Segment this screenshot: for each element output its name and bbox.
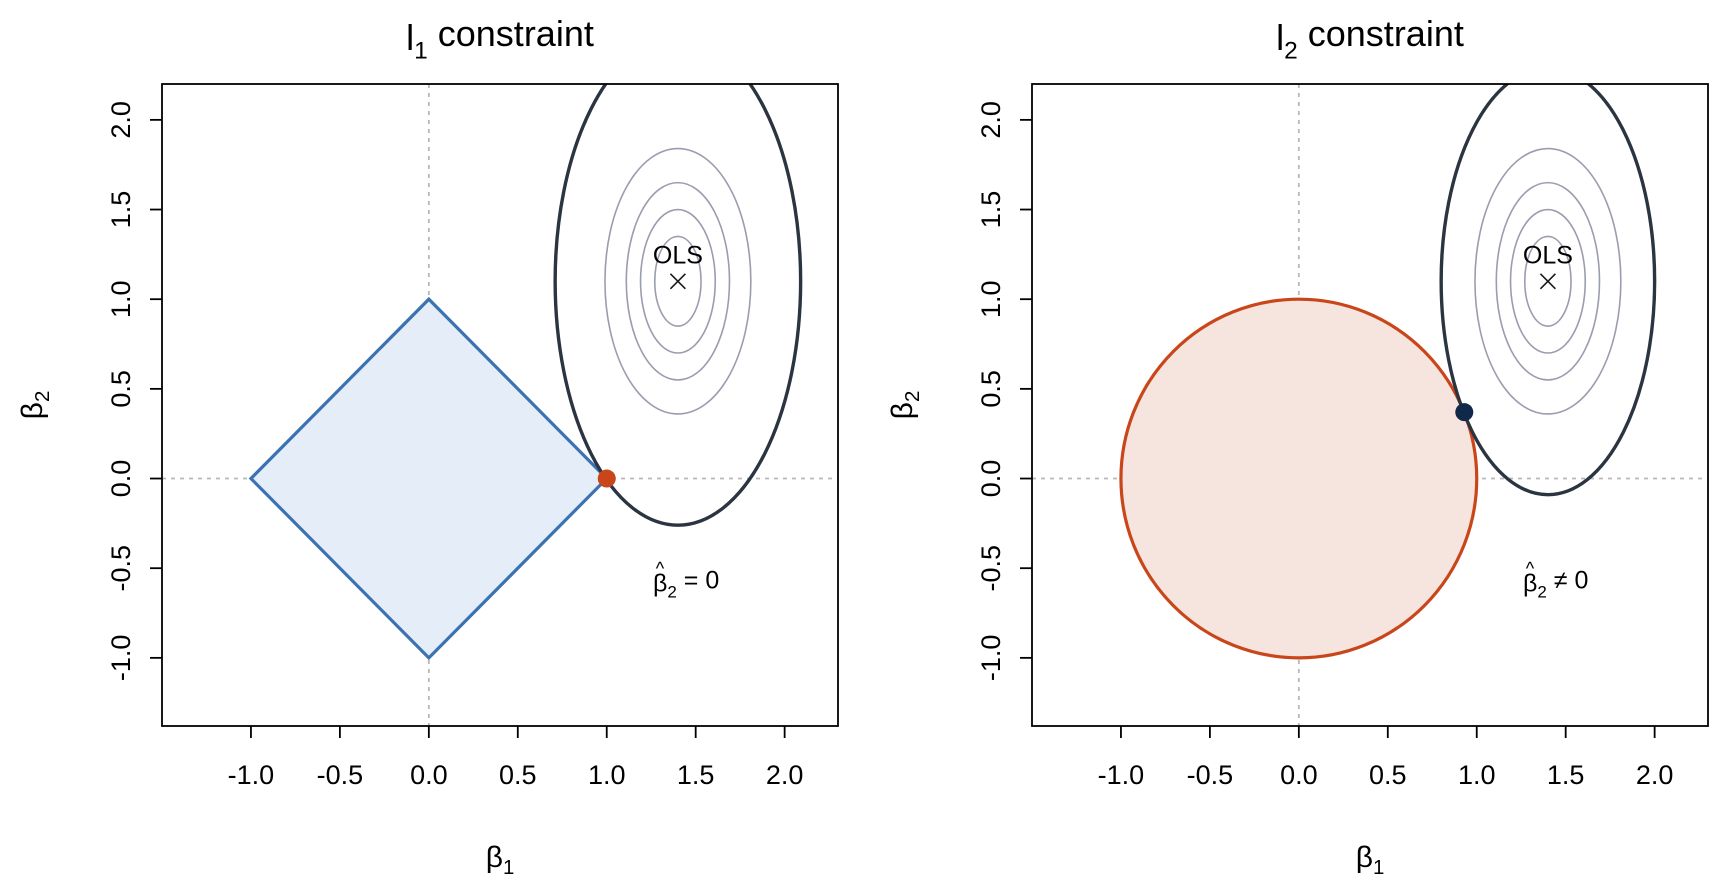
l1-x-tick-label: 0.0 <box>410 760 448 790</box>
l2-ols-label: OLS <box>1523 241 1573 269</box>
l2-annotation: β2 ≠ 0 <box>1523 567 1588 602</box>
l1-contour-3 <box>625 181 731 381</box>
l1-x-tick-label: 1.0 <box>588 760 626 790</box>
l2-y-tick-label: 1.0 <box>976 280 1006 318</box>
l2-x-tick-label: 0.0 <box>1280 760 1318 790</box>
l2-ols-marker <box>1539 273 1556 290</box>
l2-contour-1 <box>1523 235 1572 327</box>
l2-solution-point <box>1455 403 1474 422</box>
l1-contour-1 <box>653 235 702 327</box>
l2-x-tick-label: 1.5 <box>1547 760 1585 790</box>
l1-annotation: β2 = 0 <box>653 567 719 602</box>
l1-x-tick-label: 0.5 <box>499 760 537 790</box>
l2-plot-area <box>1032 84 1708 726</box>
l2-y-tick-label: 0.5 <box>976 370 1006 408</box>
l1-contour-2 <box>639 208 717 354</box>
l2-annotation-hat: ^ <box>1526 559 1535 579</box>
l1-y-tick-label: 2.0 <box>106 101 136 139</box>
l2-chart-title: l2 constraint <box>1276 13 1464 65</box>
l1-y-tick-label: 1.5 <box>106 191 136 229</box>
l2-contour-3 <box>1495 181 1601 381</box>
l2-constraint-circle <box>1119 297 1479 660</box>
l2-x-tick-label: 2.0 <box>1636 760 1674 790</box>
l1-x-tick-label: -1.0 <box>228 760 275 790</box>
l1-outer-contour <box>553 84 803 527</box>
l1-ols-marker <box>669 273 686 290</box>
l1-y-tick-label: -1.0 <box>106 635 136 682</box>
l2-x-tick-label: -0.5 <box>1187 760 1234 790</box>
l2-y-axis-label: β2 <box>886 391 924 420</box>
l1-x-tick-label: -0.5 <box>317 760 364 790</box>
l1-solution-point <box>597 469 616 488</box>
l1-annotation-hat: ^ <box>656 559 665 579</box>
l1-chart-title: l1 constraint <box>406 13 594 65</box>
l1-constraint-diamond <box>248 296 609 661</box>
l1-y-tick-label: 1.0 <box>106 280 136 318</box>
l2-x-axis-label: β1 <box>1356 841 1385 879</box>
l1-plot-frame <box>161 83 839 727</box>
l2-x-tick-label: 1.0 <box>1458 760 1496 790</box>
l2-contour-4 <box>1474 147 1622 415</box>
l1-x-axis-label: β1 <box>486 841 515 879</box>
l2-y-tick-label: -0.5 <box>976 545 1006 592</box>
l2-y-tick-label: -1.0 <box>976 635 1006 682</box>
l1-plot-area <box>162 84 838 726</box>
l1-ols-label: OLS <box>653 241 703 269</box>
l1-y-tick-label: 0.0 <box>106 460 136 498</box>
l1-y-tick-label: -0.5 <box>106 545 136 592</box>
l2-plot-frame <box>1031 83 1709 727</box>
l1-y-axis-label: β2 <box>16 391 54 420</box>
l1-contour-4 <box>604 147 752 415</box>
l1-y-tick-label: 0.5 <box>106 370 136 408</box>
l2-y-tick-label: 1.5 <box>976 191 1006 229</box>
l2-outer-contour <box>1439 84 1657 497</box>
l1-constraint-panel: OLS β2 = 0^ -1.0 -0.5 0.0 0.5 1.0 1.5 2.0 -1.0 -0.… <box>16 13 839 879</box>
l1-x-tick-label: 2.0 <box>766 760 804 790</box>
l2-y-tick-label: 2.0 <box>976 101 1006 139</box>
l2-x-tick-label: 0.5 <box>1369 760 1407 790</box>
l2-x-tick-label: -1.0 <box>1098 760 1145 790</box>
l1-x-tick-label: 1.5 <box>677 760 715 790</box>
l2-contour-2 <box>1509 208 1587 354</box>
l2-y-tick-label: 0.0 <box>976 460 1006 498</box>
l2-constraint-panel: OLS β2 ≠ 0^ -1.0 -0.5 0.0 0.5 1.0 1.5 2.0 -1.0 -0.… <box>886 13 1709 879</box>
